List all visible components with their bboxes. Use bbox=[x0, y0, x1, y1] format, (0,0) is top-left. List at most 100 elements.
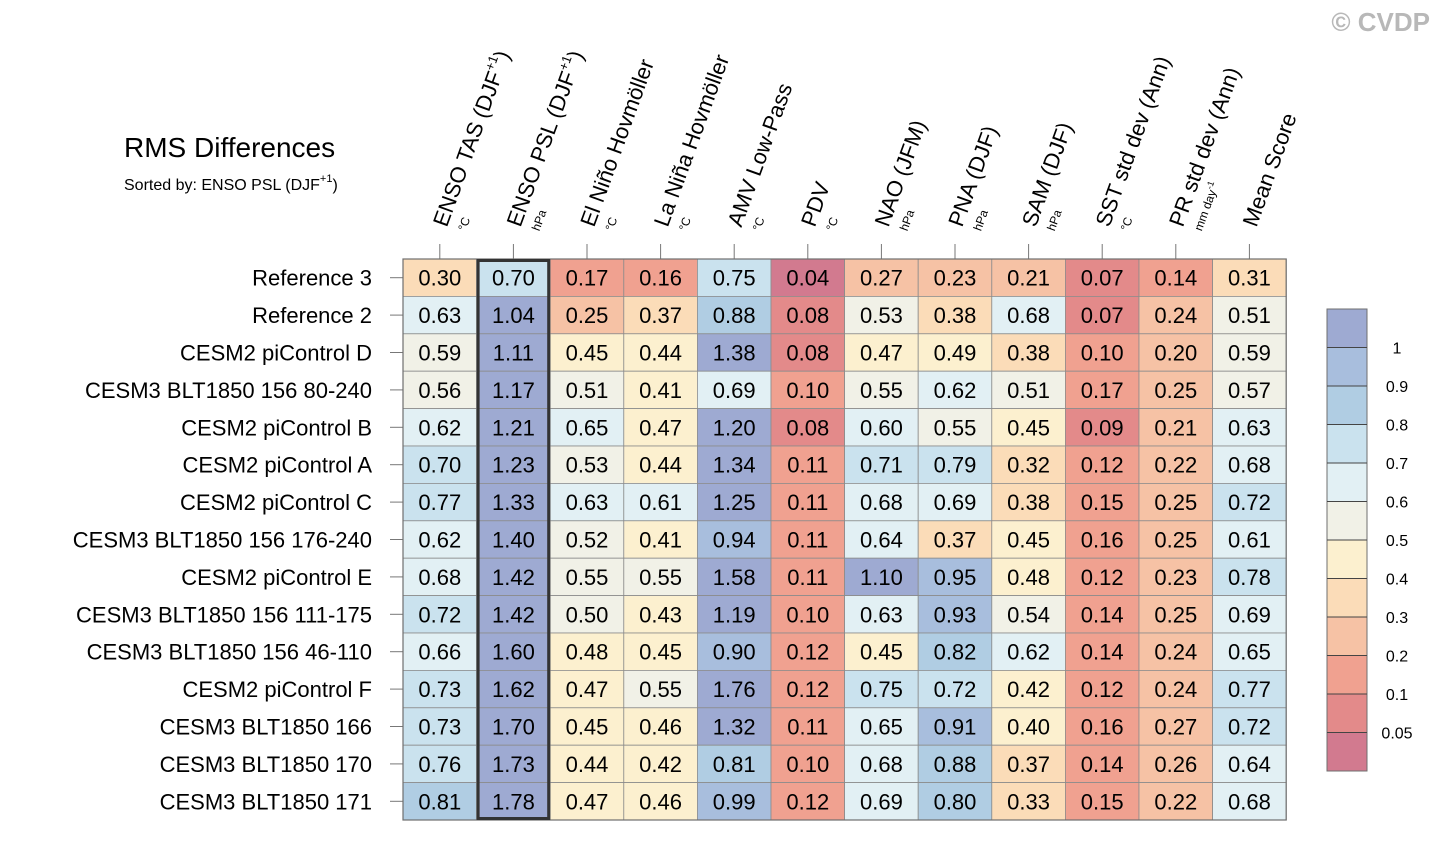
column-label-text: NAO (JFM) bbox=[870, 117, 932, 230]
colorbar-swatch bbox=[1327, 463, 1367, 502]
cell-value: 0.53 bbox=[566, 453, 609, 478]
cell-value: 0.62 bbox=[934, 378, 977, 403]
heatmap-cell bbox=[917, 295, 993, 335]
row-label: CESM2 piControl E bbox=[181, 565, 372, 590]
heatmap-cell bbox=[917, 595, 993, 634]
heatmap-cell bbox=[991, 408, 1066, 447]
cell-value: 0.12 bbox=[1081, 453, 1124, 478]
heatmap-cell bbox=[1212, 707, 1287, 746]
cell-value: 0.63 bbox=[566, 490, 609, 515]
cell-value: 0.44 bbox=[566, 752, 609, 777]
colorbar-label: 1 bbox=[1393, 341, 1402, 358]
cell-value: 0.94 bbox=[713, 528, 756, 553]
cell-value: 0.38 bbox=[934, 303, 977, 328]
column-unit: hPa bbox=[971, 208, 992, 233]
cell-value: 0.20 bbox=[1154, 341, 1197, 366]
colorbar-swatch bbox=[1327, 617, 1367, 656]
heatmap-cell bbox=[402, 295, 477, 335]
cell-value: 0.99 bbox=[713, 789, 756, 814]
column-label-text: El Niño Hovmöller bbox=[575, 56, 659, 230]
cell-value: 0.10 bbox=[786, 378, 829, 403]
heatmap-cell bbox=[623, 670, 698, 709]
cell-value: 1.42 bbox=[492, 565, 535, 590]
colorbar-swatch bbox=[1327, 732, 1367, 771]
heatmap-cell bbox=[476, 333, 551, 372]
column-unit: °C bbox=[455, 215, 473, 233]
cell-value: 0.30 bbox=[418, 266, 461, 291]
cell-value: 0.68 bbox=[860, 490, 903, 515]
colorbar-swatch bbox=[1327, 309, 1367, 348]
chart-title: RMS Differences bbox=[124, 132, 335, 163]
cell-value: 0.45 bbox=[1007, 415, 1050, 440]
cell-value: 0.22 bbox=[1154, 789, 1197, 814]
row-label: CESM3 BLT1850 171 bbox=[160, 789, 372, 814]
heatmap-cell bbox=[917, 632, 993, 671]
heatmap-cell bbox=[697, 408, 772, 447]
cell-value: 0.14 bbox=[1081, 752, 1124, 777]
heatmap-cell bbox=[844, 370, 919, 410]
column-unit: hPa bbox=[1044, 208, 1065, 233]
cell-value: 0.45 bbox=[566, 341, 609, 366]
heatmap-cell bbox=[549, 782, 625, 821]
cell-value: 1.11 bbox=[493, 341, 534, 366]
cell-value: 1.70 bbox=[492, 715, 535, 740]
heatmap-cell bbox=[402, 445, 477, 484]
cell-value: 1.78 bbox=[492, 789, 535, 814]
colorbar-swatch bbox=[1327, 540, 1367, 579]
cell-value: 0.55 bbox=[639, 565, 682, 590]
column-label: NAO (JFM)hPa bbox=[870, 117, 932, 233]
heatmap-cell bbox=[623, 595, 698, 634]
cell-value: 1.25 bbox=[713, 490, 756, 515]
cell-value: 0.45 bbox=[566, 715, 609, 740]
heatmap-cell bbox=[1138, 632, 1213, 671]
heatmap-cell bbox=[476, 445, 551, 484]
cell-value: 1.73 bbox=[492, 752, 535, 777]
cell-value: 0.12 bbox=[1081, 565, 1124, 590]
cell-value: 0.17 bbox=[566, 266, 609, 291]
cell-value: 1.38 bbox=[713, 341, 756, 366]
row-label: CESM3 BLT1850 156 111-175 bbox=[76, 602, 372, 627]
cell-value: 0.72 bbox=[418, 602, 461, 627]
cell-value: 0.17 bbox=[1081, 378, 1124, 403]
cell-value: 1.17 bbox=[492, 378, 535, 403]
heatmap-cell bbox=[991, 595, 1066, 634]
cell-value: 0.60 bbox=[860, 415, 903, 440]
colorbar-label: 0.1 bbox=[1386, 687, 1408, 704]
cell-value: 0.59 bbox=[418, 341, 461, 366]
heatmap-cell bbox=[844, 782, 919, 821]
cell-value: 0.52 bbox=[566, 528, 609, 553]
cell-value: 0.42 bbox=[639, 752, 682, 777]
cell-value: 0.75 bbox=[860, 677, 903, 702]
column-unit: hPa bbox=[529, 208, 550, 233]
heatmap-cell bbox=[476, 632, 551, 671]
cell-value: 0.72 bbox=[934, 677, 977, 702]
colorbar-label: 0.7 bbox=[1386, 456, 1408, 473]
cell-value: 0.15 bbox=[1081, 490, 1124, 515]
cell-value: 0.25 bbox=[566, 303, 609, 328]
row-label: CESM2 piControl C bbox=[180, 490, 372, 515]
cell-value: 0.14 bbox=[1081, 602, 1124, 627]
cell-value: 0.12 bbox=[786, 789, 829, 814]
heatmap-cell bbox=[402, 670, 477, 709]
cell-value: 0.64 bbox=[860, 528, 903, 553]
heatmap-cell bbox=[917, 258, 993, 297]
cell-value: 0.70 bbox=[418, 453, 461, 478]
heatmap-cells: 0.30 0.70 0.17 0.16 0.75 0.04 0.27 0.23 0.21 0.07… bbox=[402, 258, 1287, 821]
heatmap-cell bbox=[697, 670, 772, 709]
cell-value: 0.90 bbox=[713, 640, 756, 665]
heatmap-cell bbox=[402, 408, 477, 447]
cell-value: 0.46 bbox=[639, 715, 682, 740]
heatmap-cell bbox=[917, 408, 993, 447]
cell-value: 1.10 bbox=[860, 565, 903, 590]
heatmap-cell bbox=[844, 557, 919, 597]
cell-value: 1.62 bbox=[492, 677, 535, 702]
heatmap-cell bbox=[1065, 482, 1140, 522]
cell-value: 0.88 bbox=[934, 752, 977, 777]
cell-value: 0.27 bbox=[860, 266, 903, 291]
row-label: CESM2 piControl B bbox=[181, 415, 372, 440]
cell-value: 0.72 bbox=[1228, 715, 1271, 740]
cell-value: 0.46 bbox=[639, 789, 682, 814]
heatmap-cell bbox=[770, 258, 845, 297]
cell-value: 0.12 bbox=[1081, 677, 1124, 702]
heatmap-cell bbox=[991, 445, 1066, 484]
